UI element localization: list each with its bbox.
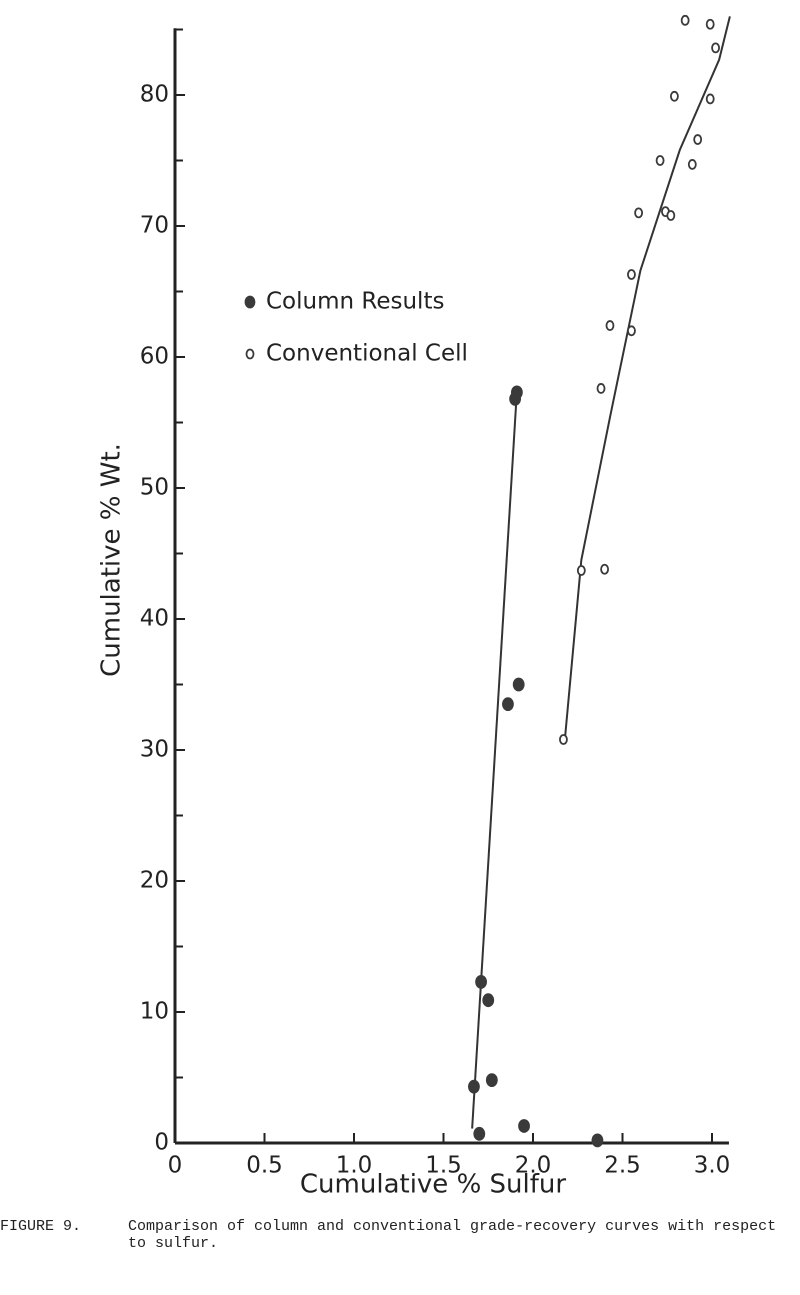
- x-axis-title: Cumulative % Sulfur: [300, 1170, 566, 1200]
- point: [576, 565, 586, 576]
- point: [512, 677, 525, 692]
- x-tick-label: 3.0: [694, 1153, 731, 1179]
- y-tick-label: 30: [140, 737, 169, 763]
- point: [475, 974, 487, 989]
- point: [591, 1133, 604, 1148]
- point: [596, 383, 606, 394]
- x-tick-label: 2.0: [515, 1153, 552, 1179]
- caption: FIGURE 9. Comparison of column and conve…: [0, 1218, 800, 1252]
- point: [468, 1079, 480, 1094]
- y-tick-label: 10: [140, 999, 169, 1025]
- point: [510, 385, 523, 400]
- point: [627, 325, 636, 337]
- point: [655, 155, 665, 166]
- y-tick-label: 40: [140, 606, 169, 632]
- x-tick-label: 2.5: [604, 1153, 641, 1179]
- y-tick-label: 60: [140, 344, 169, 370]
- x-tick-label: 0.5: [246, 1153, 283, 1179]
- x-tick-label: 0: [168, 1153, 183, 1179]
- point: [485, 1073, 498, 1088]
- point: [473, 1126, 486, 1141]
- y-tick-label: 80: [140, 82, 169, 108]
- legend-label: Conventional Cell: [266, 341, 468, 367]
- y-axis-title: Cumulative % Wt.: [97, 443, 127, 677]
- chart: Cumulative % Sulfur Cumulative % Wt. 0 10…: [97, 14, 731, 1200]
- point: [605, 320, 615, 331]
- point: [711, 42, 720, 54]
- point: [502, 697, 514, 712]
- y-tick-label: 20: [140, 868, 169, 894]
- legend-marker: [245, 348, 255, 360]
- point: [559, 734, 568, 745]
- point: [705, 93, 715, 105]
- point: [705, 18, 715, 30]
- x-tick-label: 1.0: [336, 1153, 373, 1179]
- caption-label: FIGURE 9.: [0, 1218, 82, 1235]
- fit-line: [564, 16, 731, 736]
- point: [627, 269, 636, 280]
- point: [482, 993, 495, 1008]
- point: [687, 159, 697, 170]
- legend-label: Column Results: [266, 289, 444, 315]
- y-tick-label: 70: [140, 213, 169, 239]
- y-tick-label: 50: [140, 475, 169, 501]
- point: [693, 134, 703, 145]
- legend-marker: [244, 295, 256, 309]
- y-tick-label: 0: [154, 1130, 169, 1156]
- caption-text: Comparison of column and conventional gr…: [128, 1218, 777, 1252]
- point: [600, 563, 609, 575]
- point: [680, 14, 690, 26]
- fit-line: [471, 390, 518, 1129]
- point: [518, 1119, 530, 1133]
- point: [666, 210, 676, 221]
- x-tick-label: 1.5: [425, 1153, 462, 1179]
- point: [670, 90, 679, 102]
- point: [634, 207, 644, 219]
